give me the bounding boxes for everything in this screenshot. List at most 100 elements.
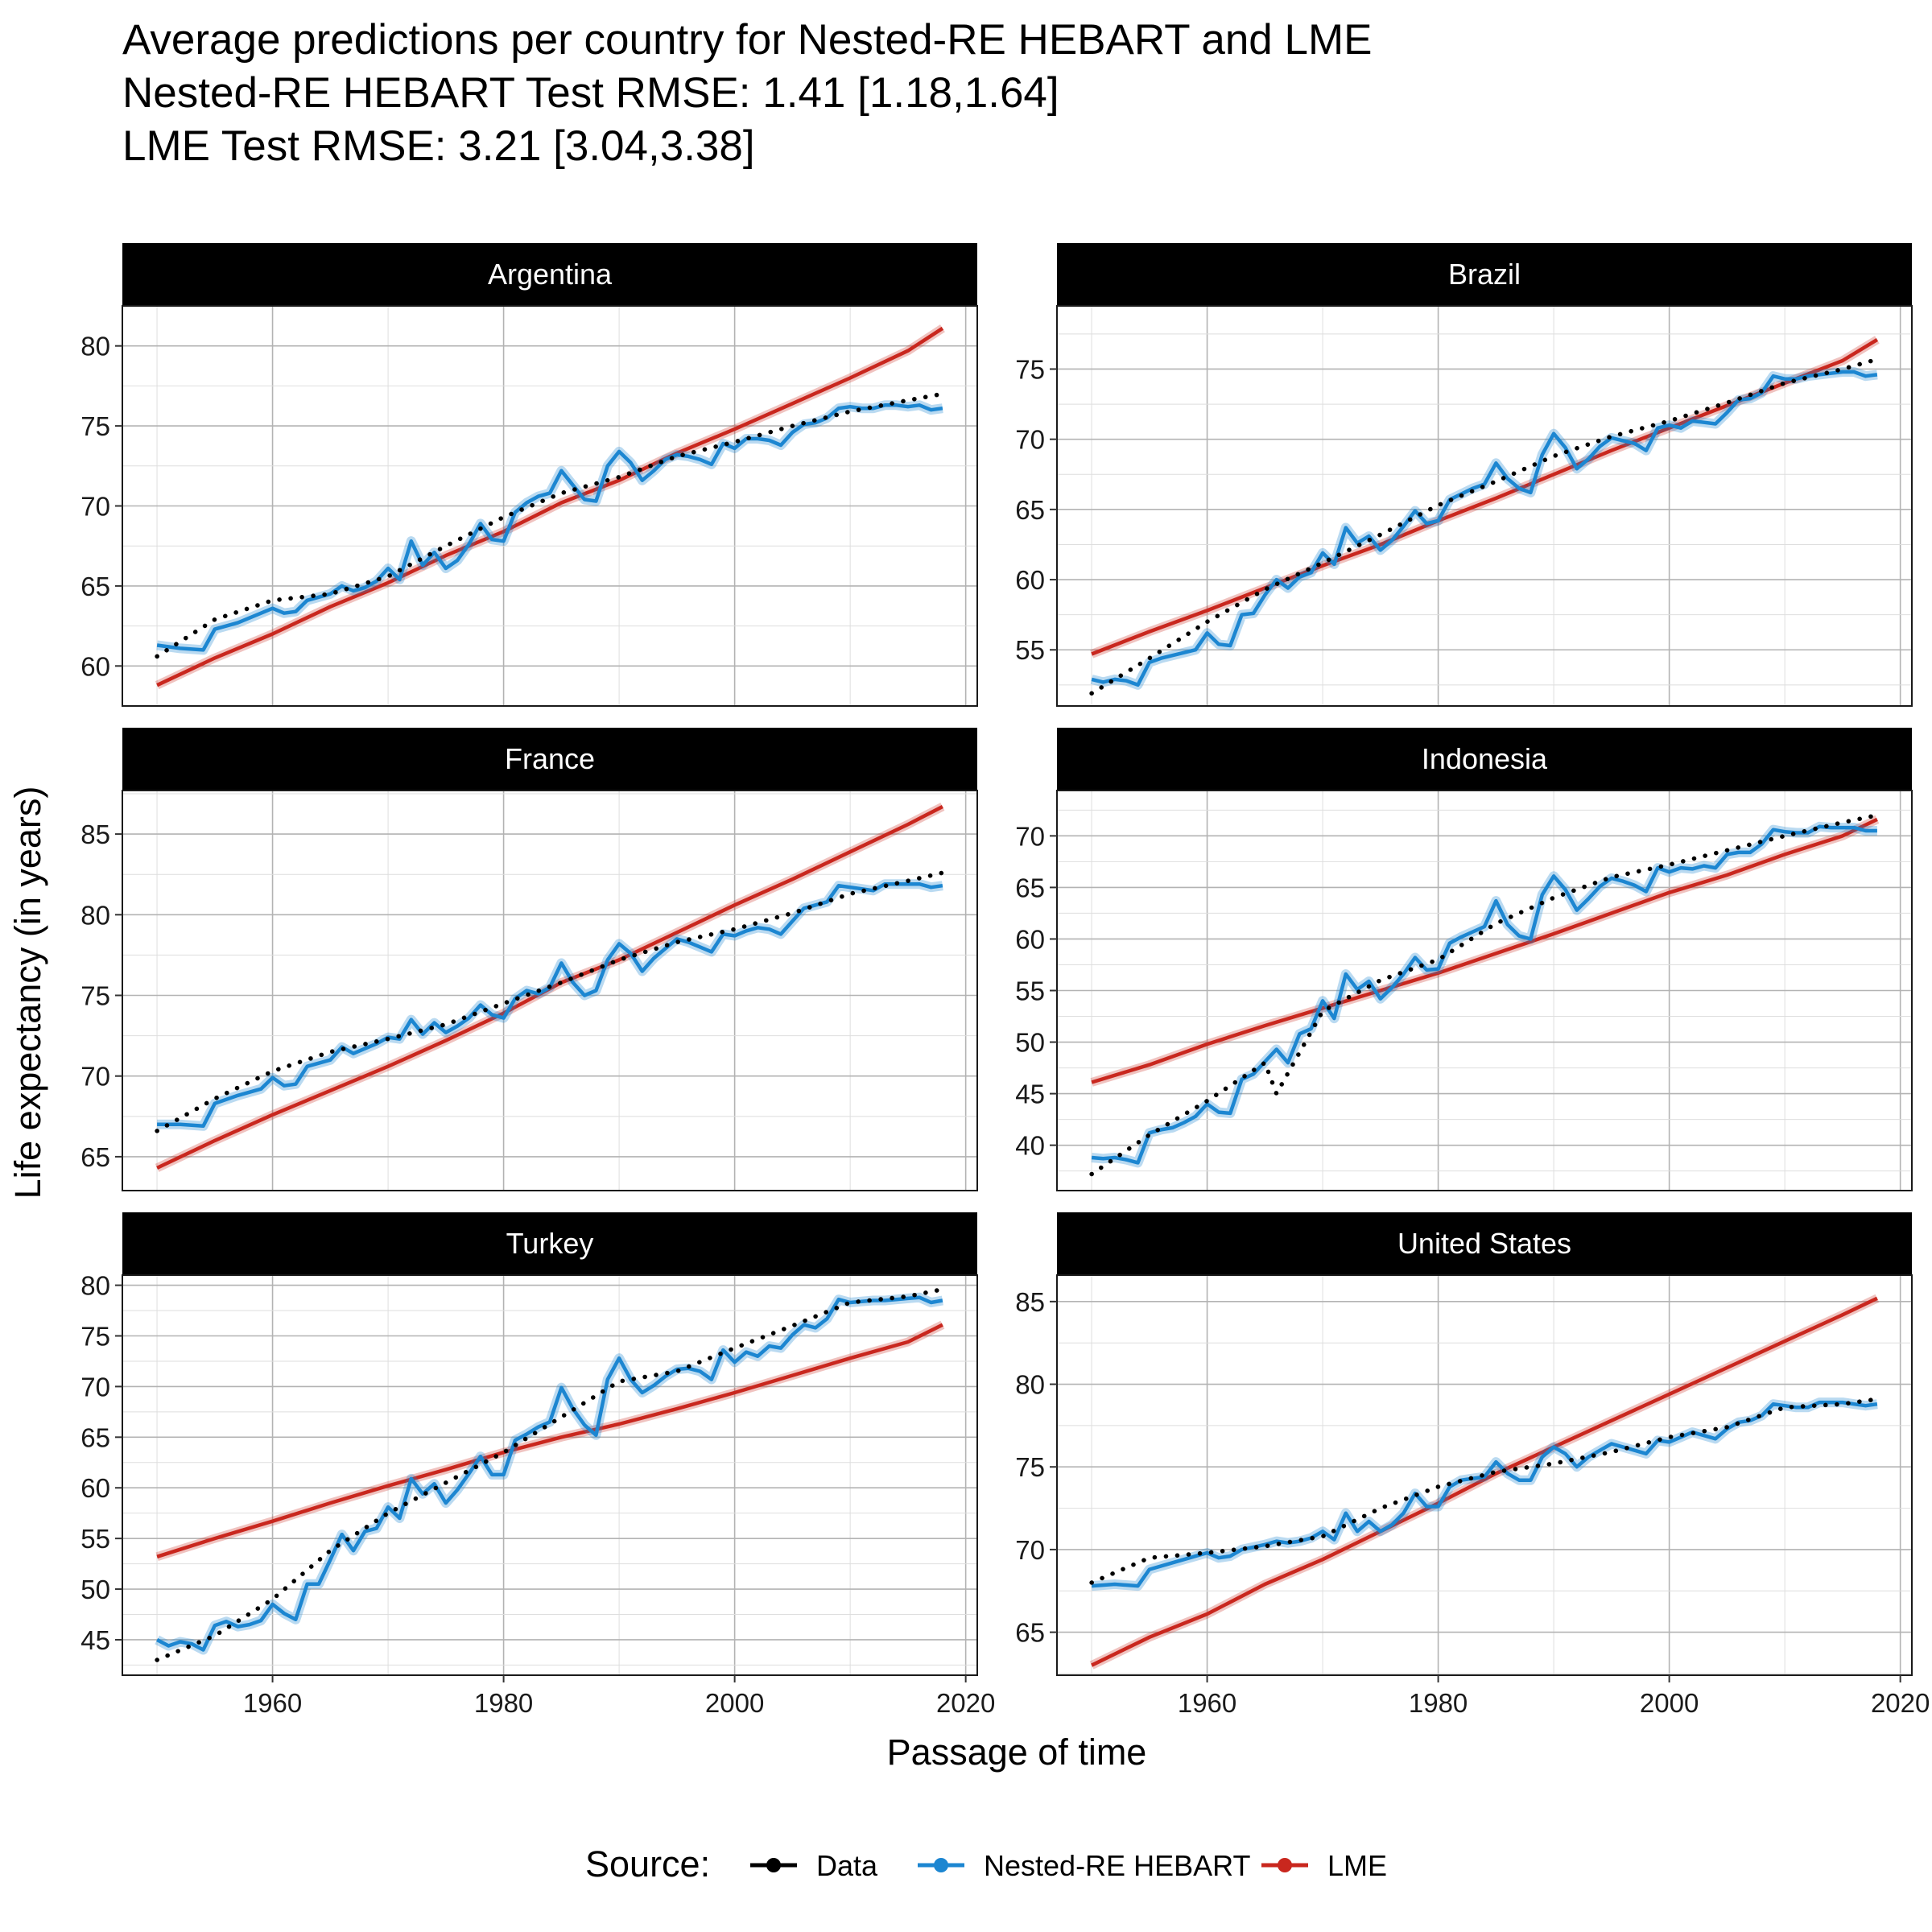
panel-border <box>1056 1274 1913 1676</box>
series-united-states <box>1089 1294 1880 1670</box>
strip-argentina <box>122 243 977 306</box>
y-tick-label: 50 <box>1015 1028 1045 1058</box>
hebart-ribbon <box>1090 367 1878 690</box>
y-tick-label: 70 <box>1015 821 1045 851</box>
panel-united-states: United States 65 70 75 80 85 1960 1980 2000 2020 <box>1015 1212 1930 1718</box>
x-tick-label: 2000 <box>1640 1688 1699 1718</box>
y-tick-label: 55 <box>1015 635 1045 665</box>
y-tick-label: 50 <box>80 1575 110 1604</box>
y-axis-title: Life expectancy (in years) <box>7 786 48 1199</box>
panel-border <box>122 790 978 1191</box>
y-tick-label: 75 <box>80 981 110 1011</box>
y-tick-label: 80 <box>80 1271 110 1301</box>
y-tick-label: 60 <box>1015 565 1045 595</box>
lme-line <box>1091 817 1878 1084</box>
panel-argentina: Argentina 60 65 70 75 80 <box>80 243 978 707</box>
strip-united-states <box>1057 1212 1912 1275</box>
chart-title: Average predictions per country for Nest… <box>122 16 1372 170</box>
y-tick-label: 70 <box>80 1372 110 1402</box>
strip-turkey <box>122 1212 977 1275</box>
legend-entry-data: Data <box>750 1849 878 1882</box>
legend-label: Nested-RE HEBART <box>984 1849 1250 1882</box>
data-line <box>155 391 945 659</box>
strip-brazil <box>1057 243 1912 306</box>
y-tick-label: 75 <box>1015 354 1045 384</box>
grid-brazil <box>1057 306 1912 706</box>
strip-label: Turkey <box>506 1227 594 1260</box>
series-indonesia <box>1089 812 1880 1177</box>
legend-key-point <box>934 1858 948 1872</box>
lme-ribbon <box>1090 336 1880 658</box>
y-tick-label: 40 <box>1015 1131 1045 1161</box>
title-line-3: LME Test RMSE: 3.21 [3.04,3.38] <box>122 122 755 170</box>
panel-france: France 65 70 75 80 85 <box>80 728 978 1191</box>
strip-france <box>122 728 977 791</box>
x-tick-label: 2020 <box>936 1688 995 1718</box>
x-tick-label: 1960 <box>1178 1688 1236 1718</box>
y-tick-label: 60 <box>80 1473 110 1503</box>
series-turkey <box>155 1286 945 1662</box>
hebart-ribbon <box>156 400 943 655</box>
grid-indonesia <box>1057 791 1912 1191</box>
x-tick-label: 2000 <box>705 1688 764 1718</box>
hebart-ribbon <box>1091 821 1877 1168</box>
y-tick-label: 65 <box>1015 1618 1045 1648</box>
panel-indonesia: Indonesia 40 45 50 55 60 65 70 <box>1015 728 1913 1191</box>
x-tick-label: 1960 <box>243 1688 302 1718</box>
y-tick-label: 70 <box>80 492 110 522</box>
y-tick-label: 65 <box>1015 495 1045 525</box>
hebart-line <box>156 1295 943 1652</box>
lme-line <box>1091 1296 1878 1667</box>
strip-label: Brazil <box>1448 258 1521 291</box>
y-tick-label: 65 <box>1015 873 1045 902</box>
x-tick-label: 1980 <box>474 1688 533 1718</box>
panel-turkey: Turkey 45 50 55 60 65 70 75 80 1960 1980 2000 2020 <box>80 1212 995 1718</box>
y-tick-label: 70 <box>1015 425 1045 455</box>
legend-label: Data <box>816 1849 878 1882</box>
hebart-line <box>1091 1400 1878 1588</box>
strip-label: France <box>505 742 595 775</box>
y-tick-label: 60 <box>80 651 110 681</box>
panel-border <box>1056 305 1913 707</box>
legend-key-point <box>1278 1858 1292 1872</box>
lme-line <box>156 326 944 687</box>
series-france <box>155 803 945 1172</box>
series-argentina <box>155 324 945 690</box>
y-tick-label: 80 <box>1015 1370 1045 1400</box>
grid-turkey <box>122 1275 977 1675</box>
hebart-line <box>1091 824 1877 1165</box>
hebart-line <box>1091 369 1878 687</box>
y-tick-label: 65 <box>80 1142 110 1172</box>
hebart-line <box>157 881 943 1129</box>
y-tick-label: 80 <box>80 900 110 930</box>
x-axis-title: Passage of time <box>887 1732 1147 1773</box>
grid-france <box>122 791 977 1191</box>
data-line <box>1089 812 1880 1177</box>
strip-label: Argentina <box>488 258 613 291</box>
y-tick-label: 65 <box>80 1422 110 1452</box>
y-tick-label: 75 <box>1015 1452 1045 1482</box>
y-tick-label: 85 <box>1015 1287 1045 1317</box>
lme-line <box>1091 337 1879 656</box>
y-tick-label: 80 <box>80 332 110 361</box>
legend-title: Source: <box>585 1843 710 1885</box>
y-tick-label: 75 <box>80 1321 110 1351</box>
y-tick-label: 85 <box>80 819 110 849</box>
data-line <box>155 870 945 1133</box>
y-tick-label: 55 <box>80 1524 110 1554</box>
data-line <box>1089 357 1880 696</box>
hebart-ribbon <box>1091 1397 1878 1591</box>
legend-entry-nested-re-hebart: Nested-RE HEBART <box>918 1849 1250 1882</box>
hebart-ribbon <box>157 879 943 1131</box>
legend: Source: Data Nested-RE HEBART LME <box>585 1843 1387 1885</box>
legend-entry-lme: LME <box>1261 1849 1387 1882</box>
y-tick-label: 75 <box>80 411 110 441</box>
y-tick-label: 45 <box>80 1625 110 1655</box>
strip-label: United States <box>1397 1227 1571 1260</box>
x-tick-label: 2020 <box>1871 1688 1930 1718</box>
panel-border <box>122 1274 978 1676</box>
legend-label: LME <box>1327 1849 1387 1882</box>
y-tick-label: 55 <box>1015 976 1045 1006</box>
lme-line <box>156 1323 943 1558</box>
